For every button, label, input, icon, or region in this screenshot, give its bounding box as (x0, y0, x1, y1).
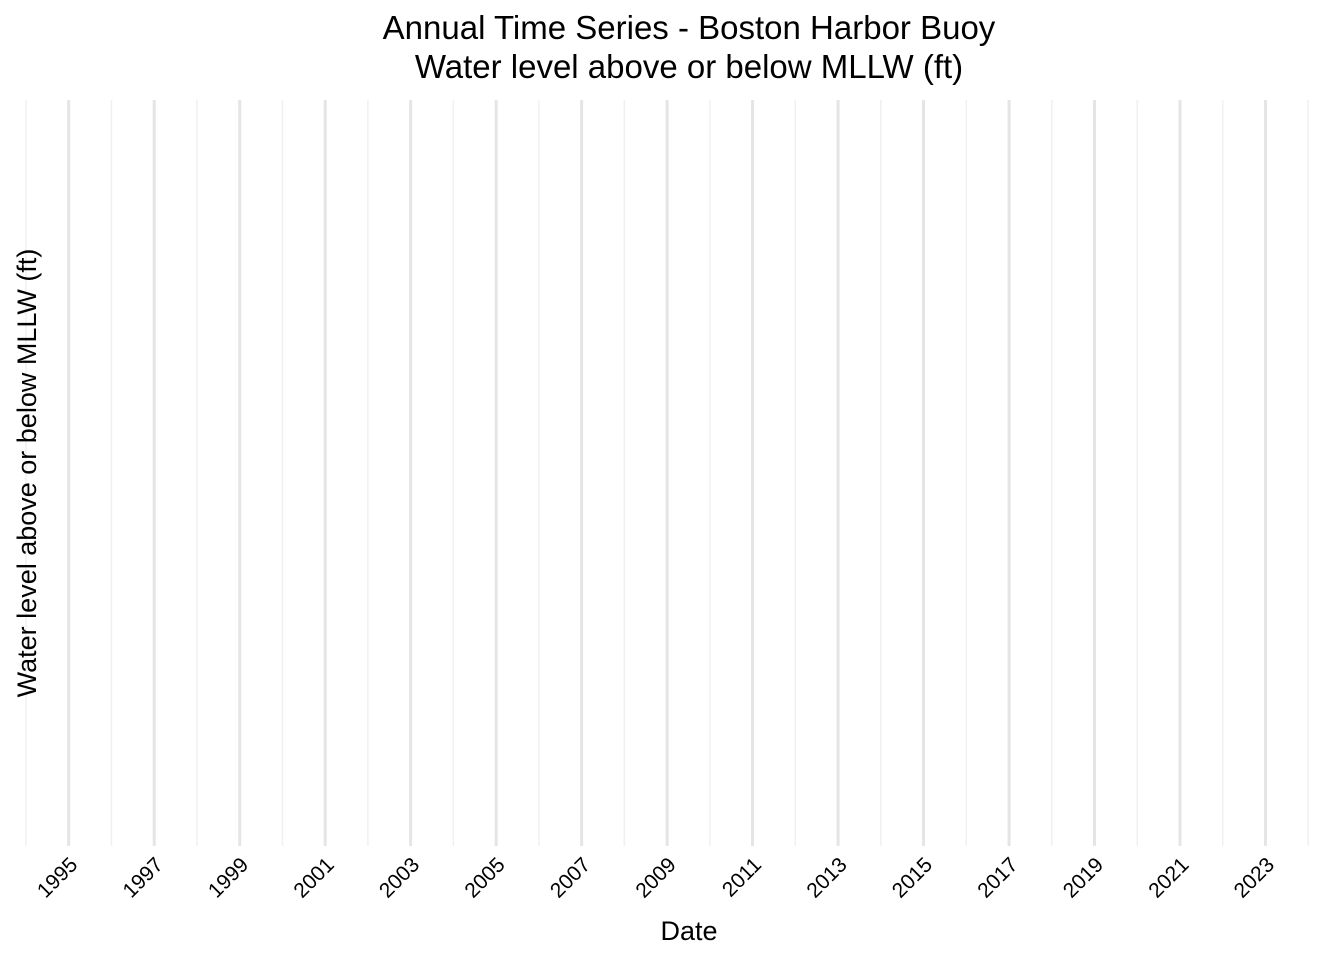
x-tick-label: 1995 (33, 853, 82, 902)
x-tick-label: 2021 (1144, 853, 1193, 902)
grid-layer (25, 100, 1309, 846)
x-axis-label: Date (660, 916, 717, 946)
x-tick-label: 2007 (546, 853, 595, 902)
x-tick-label: 2005 (460, 853, 509, 902)
x-tick-label: 2003 (375, 853, 424, 902)
x-tick-label: 2019 (1059, 853, 1108, 902)
x-tick-label: 2017 (973, 853, 1022, 902)
x-tick-label: 2023 (1230, 853, 1279, 902)
x-tick-label: 1999 (204, 853, 253, 902)
y-axis-label: Water level above or below MLLW (ft) (12, 249, 42, 698)
x-tick-label: 2011 (718, 853, 766, 901)
x-tick-label: 1997 (118, 853, 167, 902)
x-tick-label: 2015 (888, 853, 937, 902)
chart-title: Annual Time Series - Boston Harbor Buoy (383, 9, 996, 46)
x-tick-label: 2001 (289, 853, 338, 902)
x-tick-label: 2009 (631, 853, 680, 902)
x-tick-label: 2013 (802, 853, 851, 902)
x-tick-labels: 1995 1997 1999 2001 2003 2005 2007 2009 2011 2013… (33, 853, 1279, 902)
chart-subtitle: Water level above or below MLLW (ft) (415, 48, 963, 85)
